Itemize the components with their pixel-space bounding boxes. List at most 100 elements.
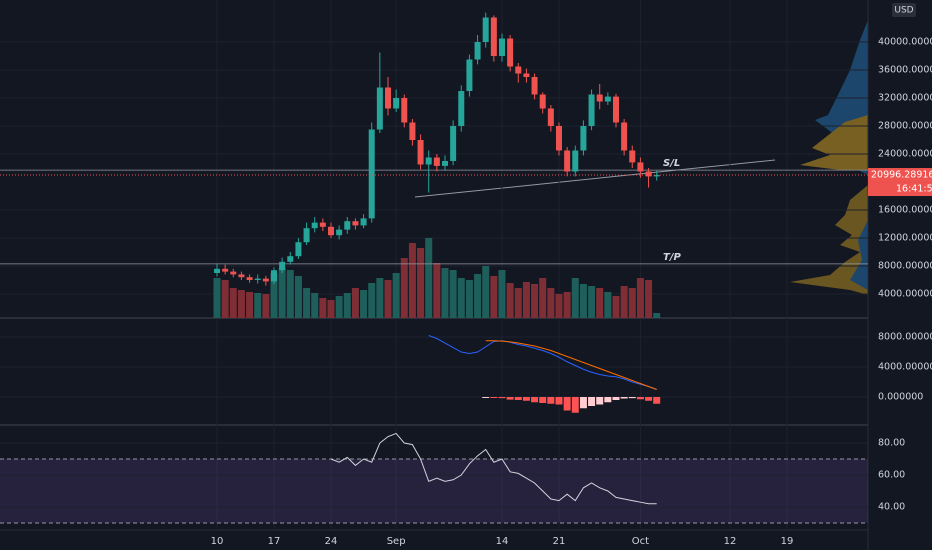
candle-body <box>637 162 644 172</box>
macd-histogram-bar <box>645 397 653 401</box>
volume-bar <box>351 288 359 318</box>
y-tick-label: 0.000000 <box>878 392 923 403</box>
volume-bar <box>278 268 286 318</box>
volume-bar <box>547 288 555 318</box>
y-tick-label: 32000.000000 <box>878 93 932 104</box>
macd-histogram-bar <box>579 397 587 409</box>
volume-bar <box>376 278 384 318</box>
volume-bar <box>441 268 449 318</box>
y-tick-label: 60.00 <box>878 470 905 481</box>
x-tick-label: 14 <box>496 536 509 547</box>
level-label: T/P <box>663 252 681 263</box>
candle-body <box>360 218 367 226</box>
x-tick-label: Sep <box>387 536 406 547</box>
candle-body <box>572 150 579 172</box>
candle-body <box>319 222 326 227</box>
x-tick-label: Oct <box>632 536 649 547</box>
macd-histogram-bar <box>604 397 612 403</box>
macd-histogram-bar <box>588 397 596 407</box>
candle-body <box>507 38 514 67</box>
volume-profile <box>790 20 868 295</box>
candle-body <box>482 17 489 43</box>
volume-bar <box>612 296 620 318</box>
last-price-label: 20996.28916 <box>871 170 932 181</box>
x-tick-label: 17 <box>268 536 281 547</box>
rsi-line <box>330 432 657 505</box>
countdown: 16:41:58 <box>896 184 932 195</box>
candle-body <box>547 108 554 127</box>
y-tick-label: 36000.000000 <box>878 65 932 76</box>
candle-body <box>555 126 562 151</box>
volume-bar <box>604 292 612 318</box>
candle-body <box>262 278 269 282</box>
candle-body <box>466 59 473 92</box>
candle-body <box>596 94 603 102</box>
candle-body <box>458 91 465 127</box>
volume-bar <box>620 286 628 318</box>
macd-histogram-bar <box>563 397 571 411</box>
candle-body <box>539 94 546 109</box>
volume-bar <box>514 288 522 318</box>
countdown-box <box>868 182 932 197</box>
volume-bar <box>303 288 311 318</box>
volume-bar <box>221 280 229 318</box>
macd-histogram-bar <box>628 397 636 399</box>
x-tick-label: 19 <box>781 536 794 547</box>
volume-bar <box>645 280 653 318</box>
candle-body <box>417 140 424 165</box>
volume-bar <box>286 270 294 318</box>
volume-bar <box>498 270 506 318</box>
macd-histogram-bar <box>482 397 490 399</box>
macd-histogram-bar <box>498 397 506 399</box>
candle-body <box>352 221 359 226</box>
volume-bar <box>360 290 368 318</box>
volume-bar <box>457 278 465 318</box>
candle-body <box>490 17 497 57</box>
candle-body <box>336 229 343 236</box>
macd-histogram-bar <box>596 397 604 405</box>
volume-bar <box>335 296 343 318</box>
macd-histogram-bar <box>531 397 539 403</box>
y-tick-label: 8000.000000 <box>878 261 932 272</box>
volume-bar <box>270 273 278 318</box>
macd-histogram-bar <box>522 397 530 401</box>
candle-body <box>425 157 432 165</box>
candle-body <box>384 87 391 109</box>
volume-bar <box>555 294 563 318</box>
volume-bar <box>579 284 587 318</box>
profile-low-value <box>850 220 868 290</box>
macd-histogram-bar <box>612 397 620 401</box>
volume-bar <box>400 258 408 318</box>
volume-bar <box>531 284 539 318</box>
volume-bar <box>408 243 416 318</box>
volume-bar <box>539 278 547 318</box>
volume-bar <box>213 278 221 318</box>
volume-bar <box>588 286 596 318</box>
candle-body <box>645 171 652 177</box>
candle-body <box>303 228 310 243</box>
x-tick-label: 10 <box>211 536 224 547</box>
last-price-box <box>868 168 932 183</box>
macd-histogram-bar <box>514 397 522 401</box>
y-tick-label: 4000.000000 <box>878 289 932 300</box>
y-tick-label: 4000.000000 <box>878 362 932 373</box>
x-tick-label: 12 <box>724 536 737 547</box>
y-tick-label: 12000.000000 <box>878 233 932 244</box>
volume-bar <box>563 292 571 318</box>
volume-bar <box>628 288 636 318</box>
volume-bar <box>254 293 262 318</box>
candle-body <box>401 98 408 123</box>
volume-bar <box>246 292 254 318</box>
x-tick-label: 24 <box>325 536 338 547</box>
candle-body <box>629 150 636 163</box>
volume-bar <box>522 282 530 318</box>
volume-bar <box>482 266 490 318</box>
candle-body <box>474 42 481 60</box>
candle-body <box>604 96 611 102</box>
volume-bar <box>319 298 327 318</box>
volume-bar <box>571 278 579 318</box>
macd-histogram-bar <box>620 397 628 399</box>
volume-bar <box>294 276 302 318</box>
candle-body <box>287 256 294 262</box>
